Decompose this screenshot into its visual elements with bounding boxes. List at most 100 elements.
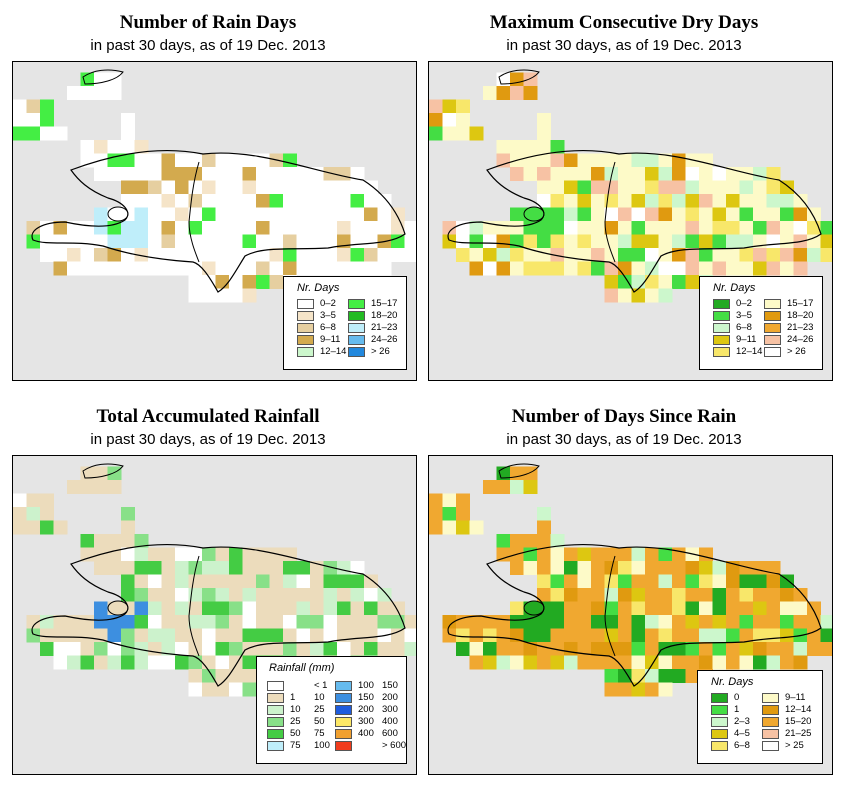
grid-cell [766,655,781,670]
grid-cell [577,207,592,222]
grid-cell [780,261,794,276]
grid-cell [175,207,189,222]
lake-outline [107,600,129,616]
grid-cell [107,140,122,154]
grid-cell [523,86,538,100]
legend-hi: 75 [314,728,325,739]
grid-cell [283,615,297,629]
island-map [429,69,832,303]
grid-cell [429,507,443,521]
grid-cell [564,234,578,249]
grid-cell [283,180,297,195]
grid-cell [121,126,135,141]
legend-item: > 26 [348,346,390,357]
legend-swatch [762,740,779,751]
grid-cell [456,615,470,629]
grid-cell [134,655,149,670]
grid-cell [94,601,108,616]
grid-cell [510,140,524,154]
grid-cell [537,126,551,141]
grid-cell [256,234,270,249]
grid-cell [188,547,203,562]
grid-cell [296,167,311,181]
grid-cell [121,261,135,276]
grid-cell [550,261,565,276]
grid-cell [350,248,365,262]
grid-cell [161,153,176,168]
legend-hi: 400 [382,716,398,727]
grid-cell [564,574,578,589]
grid-cell [121,234,135,249]
grid-cell [510,480,524,494]
grid-cell [672,615,686,629]
grid-cell [242,207,257,222]
grid-cell [242,669,257,683]
grid-cell [685,261,700,276]
grid-cell [107,207,122,222]
grid-cell [483,628,497,643]
grid-cell [645,275,659,289]
grid-cell [469,126,484,141]
grid-cell [591,248,605,262]
legend-swatch [762,728,779,739]
grid-cell [107,86,122,100]
grid-cell [537,261,551,276]
grid-cell [699,561,713,575]
grid-cell [202,547,216,562]
grid-cell [40,642,54,656]
legend-item: 6–8 [713,322,752,333]
grid-cell [672,167,686,181]
grid-cell [618,207,632,222]
grid-cell [404,248,416,262]
grid-cell [685,167,700,181]
grid-cell [456,248,470,262]
grid-cell [793,601,808,616]
grid-cell [175,248,189,262]
grid-cell [780,234,794,249]
grid-cell [793,221,808,235]
grid-cell [121,520,135,535]
grid-cell [107,72,122,87]
grid-cell [753,601,767,616]
grid-cell [672,194,686,208]
grid-cell [550,655,565,670]
grid-cell [175,261,189,276]
grid-cell [202,655,216,670]
grid-cell [618,261,632,276]
grid-cell [469,234,484,249]
grid-cell [645,682,659,697]
grid-cell [161,601,176,616]
grid-cell [564,655,578,670]
grid-cell [793,261,808,276]
grid-cell [577,615,592,629]
grid-cell [469,221,484,235]
legend-swatch [267,692,284,703]
grid-cell [496,642,511,656]
grid-cell [80,86,95,100]
grid-cell [256,275,270,289]
grid-cell [26,99,41,114]
grid-cell [269,588,284,602]
grid-cell [350,642,365,656]
grid-cell [175,547,189,562]
grid-cell [537,153,551,168]
grid-cell [496,655,511,670]
grid-cell [577,547,592,562]
grid-cell [283,261,297,276]
grid-cell [685,221,700,235]
grid-cell [658,248,673,262]
legend-swatch [764,310,781,321]
grid-cell [296,180,311,195]
grid-cell [310,234,324,249]
grid-cell [377,261,392,276]
grid-cell [658,180,673,195]
grid-cell [148,628,162,643]
legend-swatch [713,310,730,321]
grid-cell [712,261,727,276]
legend-item: 50 75 [267,728,325,739]
grid-cell [364,574,378,589]
grid-cell [766,628,781,643]
legend-item: 21–25 [762,728,811,739]
legend-item: 18–20 [348,310,397,321]
grid-cell [726,615,740,629]
